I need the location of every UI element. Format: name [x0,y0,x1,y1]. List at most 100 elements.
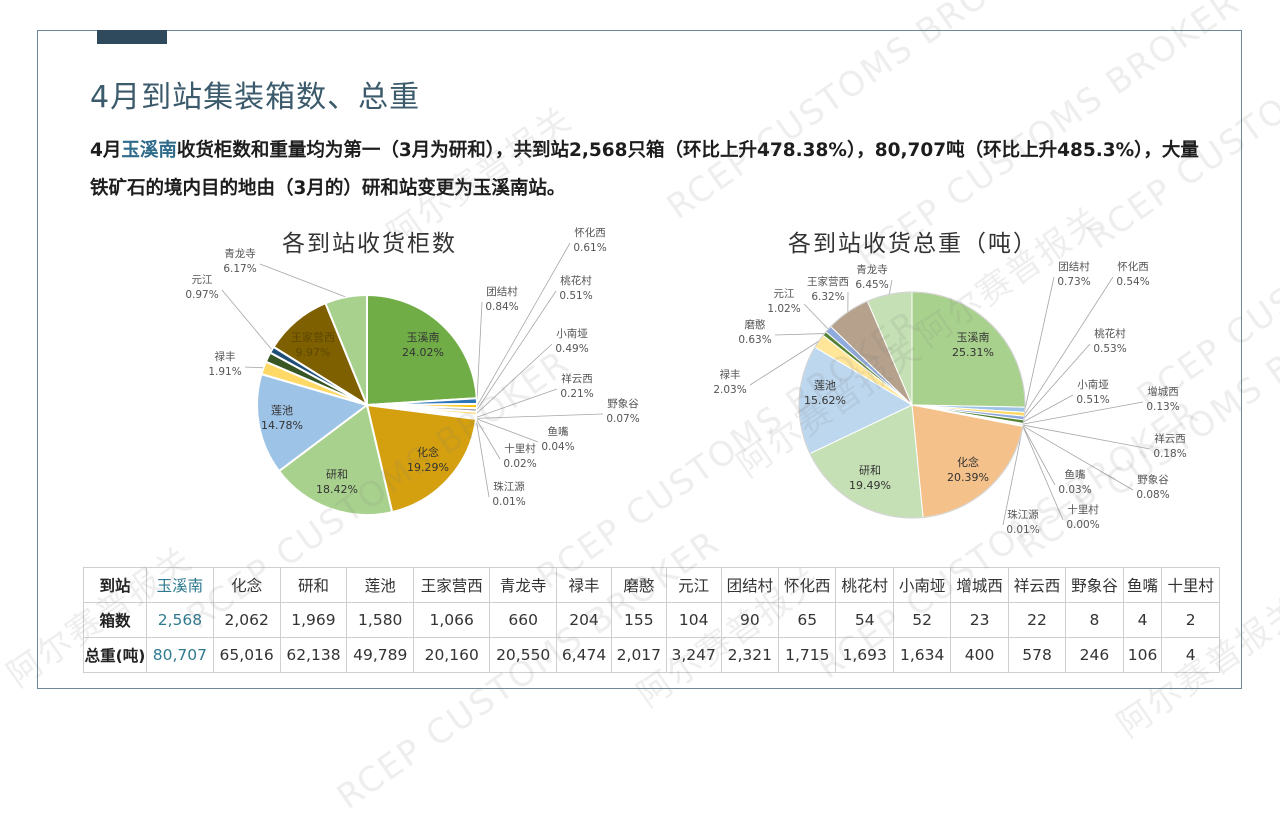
leader-line-禄丰 [245,367,263,368]
table-cell: 80,707 [147,638,214,673]
label-percent: 14.78% [261,418,303,433]
table-cell: 22 [1008,603,1065,638]
label-name: 珠江源 [1006,508,1039,523]
leader-line-小南垭 [477,344,552,413]
leader-line-青龙寺 [889,280,892,294]
label-percent: 18.42% [316,482,358,497]
label-name: 怀化西 [1116,260,1149,275]
label-percent: 0.63% [738,333,771,348]
leader-line-小南垭 [1024,395,1073,422]
label-name: 化念 [947,455,989,470]
table-cell: 6,474 [557,638,612,673]
table-cell: 2 [1162,603,1220,638]
label-name: 研和 [849,463,891,478]
table-cell: 52 [893,603,950,638]
table-cell: 90 [721,603,778,638]
label-name: 莲池 [804,378,846,393]
label-percent: 1.91% [208,365,241,380]
label-percent: 6.17% [223,262,256,277]
leader-line-元江 [222,290,272,350]
table-cell: 8 [1066,603,1123,638]
table-cell: 62,138 [280,638,347,673]
label-percent: 24.02% [402,345,444,360]
label-name: 野象谷 [1136,473,1169,488]
leader-line-磨憨 [775,334,824,335]
label-name: 青龙寺 [855,263,888,278]
label-percent: 0.18% [1153,447,1186,462]
label-percent: 1.02% [767,302,800,317]
row-header-cell: 总重(吨) [84,638,147,673]
column-header-cell: 鱼嘴 [1123,568,1162,603]
leader-line-十里村 [1023,426,1063,520]
label-name: 野象谷 [606,397,639,412]
table-cell: 2,062 [213,603,280,638]
column-header-cell: 王家营西 [414,568,490,603]
label-name: 桃花村 [1093,327,1126,342]
column-header-cell: 磨憨 [611,568,666,603]
label-percent: 0.13% [1146,400,1179,415]
table-cell: 400 [951,638,1008,673]
label-percent: 0.53% [1093,342,1126,357]
column-header-cell: 祥云西 [1008,568,1065,603]
table-cell: 54 [836,603,893,638]
table-cell: 2,568 [147,603,214,638]
table-cell: 3,247 [666,638,721,673]
label-name: 磨憨 [738,318,771,333]
label-name: 十里村 [503,442,536,457]
label-name: 团结村 [1057,260,1090,275]
column-header-cell: 莲池 [347,568,414,603]
label-name: 珠江源 [492,480,525,495]
leader-line-鱼嘴 [476,419,538,442]
table-cell: 155 [611,603,666,638]
leader-line-团结村 [477,302,482,401]
column-header-cell: 增城西 [951,568,1008,603]
table-cell: 23 [951,603,1008,638]
table-cell: 65 [779,603,836,638]
label-name: 玉溪南 [952,330,994,345]
table-cell: 65,016 [213,638,280,673]
table-cell: 204 [557,603,612,638]
label-percent: 0.51% [559,289,592,304]
label-name: 玉溪南 [402,330,444,345]
column-header-cell: 十里村 [1162,568,1220,603]
table-cell: 4 [1162,638,1220,673]
label-percent: 0.84% [485,300,518,315]
label-name: 元江 [767,287,800,302]
label-name: 桃花村 [559,274,592,289]
label-percent: 0.49% [555,342,588,357]
label-name: 增城西 [1146,385,1179,400]
table-cell: 1,634 [893,638,950,673]
row-header-cell: 箱数 [84,603,147,638]
table-cell: 578 [1008,638,1065,673]
column-header-cell: 元江 [666,568,721,603]
label-percent: 0.51% [1076,393,1109,408]
table-cell: 49,789 [347,638,414,673]
label-name: 王家营西 [807,275,849,290]
label-percent: 0.07% [606,412,639,427]
label-percent: 0.21% [560,387,593,402]
label-percent: 6.45% [855,278,888,293]
table-cell: 660 [490,603,557,638]
column-header-cell: 桃花村 [836,568,893,603]
label-percent: 2.03% [713,383,746,398]
table-cell: 1,969 [280,603,347,638]
column-header-cell: 研和 [280,568,347,603]
label-name: 怀化西 [573,226,606,241]
column-header-cell: 青龙寺 [490,568,557,603]
label-percent: 0.73% [1057,275,1090,290]
